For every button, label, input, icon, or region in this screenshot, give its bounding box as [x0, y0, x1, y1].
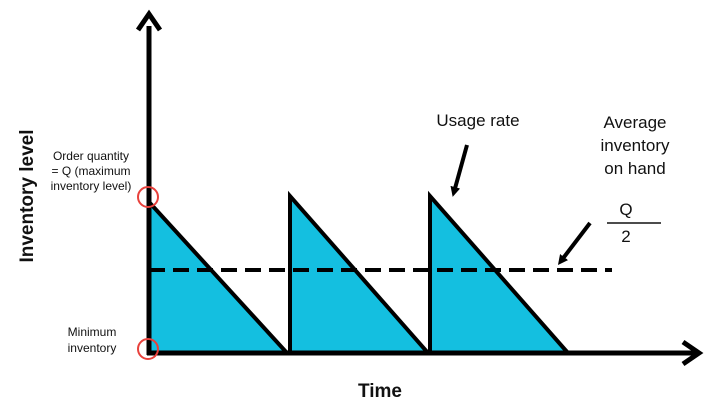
minimum-inventory-label-1: Minimum: [68, 325, 117, 339]
average-arrow: [557, 221, 592, 265]
max-inventory-marker: [137, 186, 159, 208]
y-axis-label: Inventory level: [17, 129, 38, 262]
min-inventory-marker: [137, 338, 159, 360]
order-quantity-label-3: inventory level): [51, 179, 132, 193]
usage-rate-arrow: [450, 144, 469, 197]
order-quantity-label-2: = Q (maximum: [51, 164, 130, 178]
average-label-2: inventory: [601, 136, 670, 155]
fraction-denominator: 2: [621, 227, 630, 246]
fraction-numerator: Q: [619, 200, 632, 219]
order-quantity-label-1: Order quantity: [53, 149, 129, 163]
usage-rate-label: Usage rate: [436, 111, 519, 130]
y-axis-arrowhead: [135, 9, 163, 32]
average-label-3: on hand: [604, 159, 665, 178]
x-axis-arrowhead: [681, 339, 704, 367]
average-label-1: Average: [603, 113, 666, 132]
minimum-inventory-label-2: inventory: [68, 341, 117, 355]
x-axis-label: Time: [358, 381, 402, 402]
